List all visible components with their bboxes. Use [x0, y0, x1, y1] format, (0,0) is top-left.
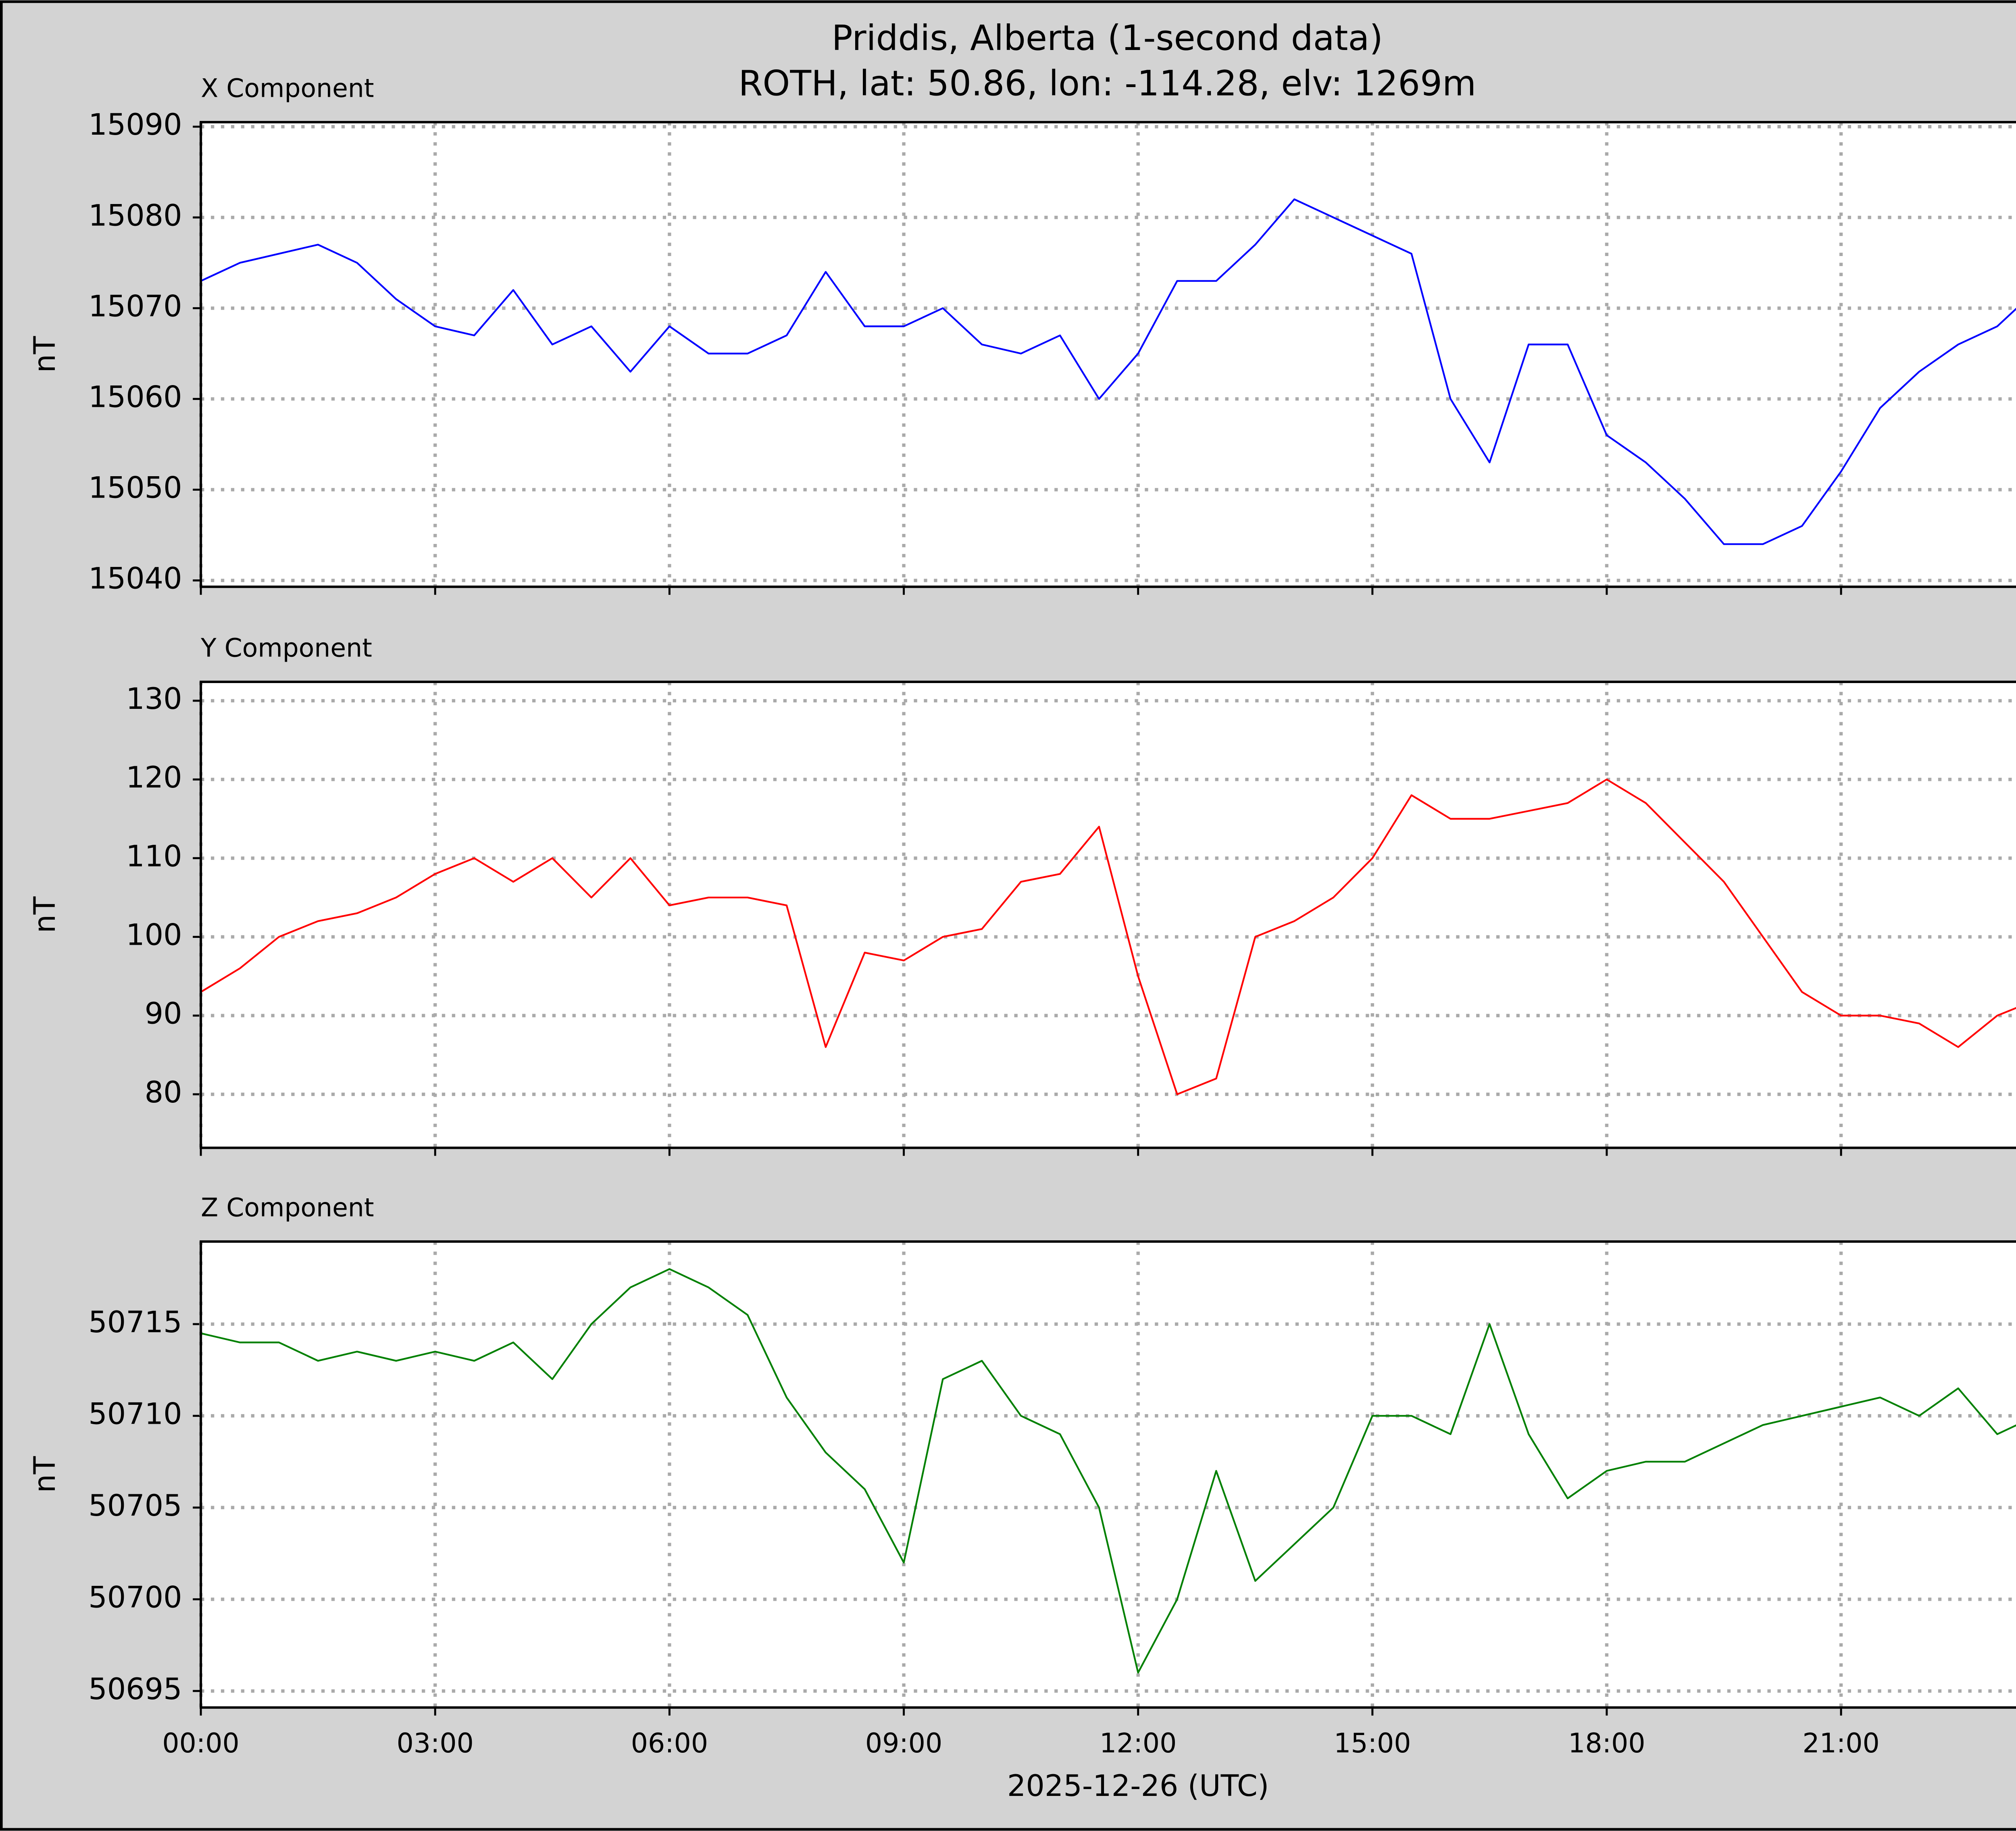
x-tick-label: 09:00: [865, 1727, 942, 1759]
figure-title: Priddis, Alberta (1-second data): [832, 18, 1383, 58]
x-tick-label: 15:00: [1334, 1727, 1411, 1759]
figure-subtitle: ROTH, lat: 50.86, lon: -114.28, elv: 126…: [738, 64, 1476, 104]
y-tick-label: 15040: [88, 562, 182, 596]
plot-frame: [200, 121, 2016, 588]
plot-area: [201, 682, 2016, 1148]
x-tick-label: 00:00: [162, 1727, 239, 1759]
data-line: [200, 778, 2016, 1096]
x-axis-label: 2025-12-26 (UTC): [1007, 1769, 1269, 1803]
y-axis-label: nT: [28, 336, 62, 373]
y-tick-label: 15060: [88, 380, 182, 414]
y-tick-label: 50715: [88, 1305, 182, 1339]
x-tick-label: 06:00: [631, 1727, 708, 1759]
y-tick-label: 50710: [88, 1397, 182, 1431]
data-line: [200, 1268, 2016, 1674]
subplot-title: Y Component: [200, 633, 372, 662]
plot-area: [201, 1241, 2016, 1708]
y-tick-label: 15090: [88, 108, 182, 142]
subplot-title: Z Component: [201, 1192, 374, 1222]
plot-frame: [200, 681, 2016, 1149]
x-tick-label: 03:00: [397, 1727, 474, 1759]
plot-frame: [200, 1240, 2016, 1709]
y-tick-label: 15070: [88, 289, 182, 323]
y-tick-label: 50705: [88, 1489, 182, 1523]
y-tick-label: 50700: [88, 1580, 182, 1614]
x-tick-label: 12:00: [1100, 1727, 1177, 1759]
y-tick-label: 130: [126, 682, 182, 716]
subplot-title: X Component: [201, 73, 374, 103]
y-tick-label: 110: [126, 839, 182, 873]
y-tick-label: 50695: [88, 1672, 182, 1706]
y-tick-label: 15050: [88, 471, 182, 505]
y-tick-label: 15080: [88, 198, 182, 233]
y-axis-label: nT: [28, 896, 62, 933]
y-tick-label: 100: [126, 918, 182, 952]
data-line: [200, 198, 2016, 545]
x-tick-label: 21:00: [1802, 1727, 1879, 1759]
y-tick-label: 120: [126, 760, 182, 795]
y-axis-label: nT: [28, 1456, 62, 1493]
y-tick-label: 80: [145, 1075, 182, 1110]
x-tick-label: 18:00: [1568, 1727, 1645, 1759]
plot-area: [201, 122, 2016, 587]
y-tick-label: 90: [145, 997, 182, 1031]
